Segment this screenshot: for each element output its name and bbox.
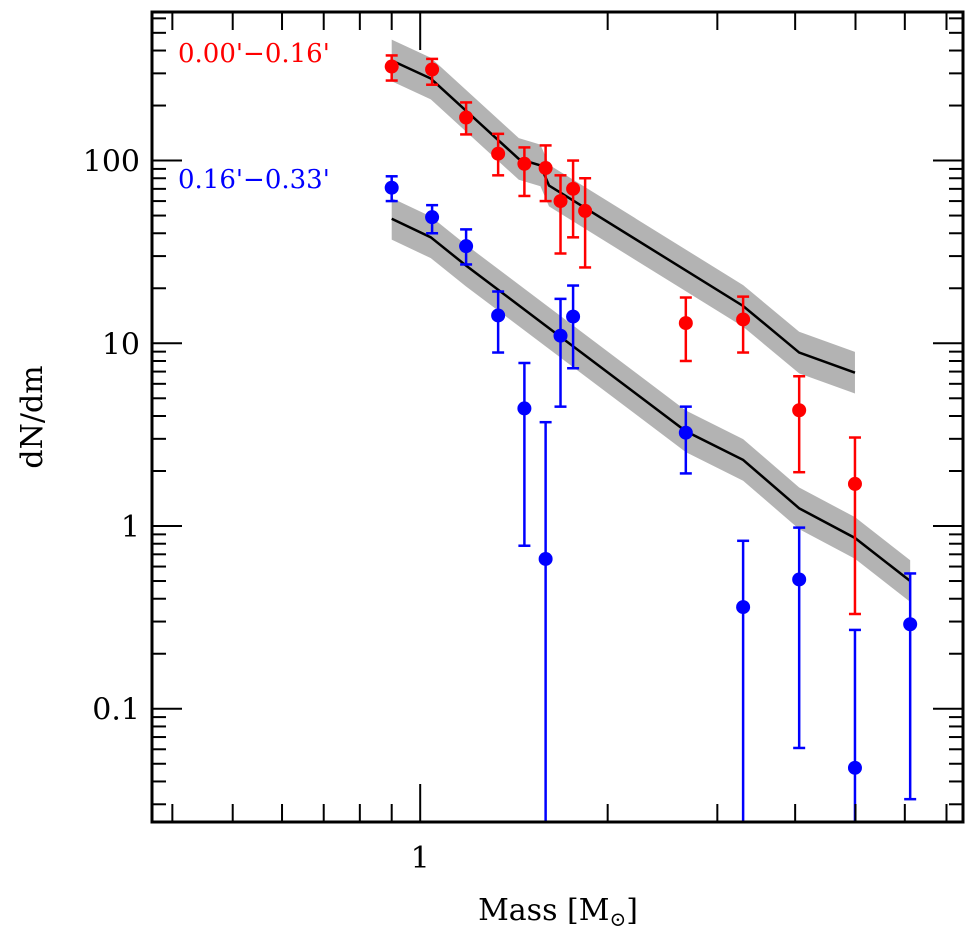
- data-point: [425, 210, 440, 225]
- data-point: [459, 239, 474, 254]
- y-tick-label: 10: [102, 327, 140, 362]
- data-point: [678, 316, 693, 331]
- data-point: [792, 572, 807, 587]
- plot-frame: [150, 10, 965, 824]
- data-point: [566, 309, 581, 324]
- tick-labels: 100 10 1 0.1 1: [83, 145, 430, 876]
- x-axis-label-sub: ⊙: [609, 907, 626, 931]
- y-tick-label: 0.1: [92, 693, 140, 728]
- model-band-1: [391, 197, 911, 602]
- y-axis-label: dN/dm: [15, 365, 50, 468]
- data-point: [538, 161, 553, 176]
- legend-series-0: 0.00'−0.16': [178, 39, 330, 69]
- data-point: [425, 62, 440, 77]
- data-point: [517, 401, 532, 416]
- model-bands: [391, 39, 911, 602]
- data-point: [517, 156, 532, 171]
- data-point: [459, 110, 474, 125]
- data-point: [491, 308, 506, 323]
- error-bars: [385, 54, 917, 822]
- data-point: [491, 146, 506, 161]
- data-point: [553, 328, 568, 343]
- data-point: [847, 476, 862, 491]
- data-point: [736, 600, 751, 615]
- y-tick-label: 100: [83, 145, 140, 180]
- data-point: [384, 180, 399, 195]
- data-point: [736, 312, 751, 327]
- data-point: [538, 551, 553, 566]
- data-point: [566, 181, 581, 196]
- data-point: [678, 425, 693, 440]
- x-axis-label: Mass [M⊙]: [478, 893, 638, 931]
- data-points: [384, 59, 918, 775]
- model-lines: [391, 59, 911, 583]
- data-point: [792, 403, 807, 418]
- x-axis-label-end: ]: [626, 893, 638, 928]
- data-point: [578, 203, 593, 218]
- data-point: [847, 760, 862, 775]
- model-band-0: [391, 39, 855, 394]
- data-point: [903, 617, 918, 632]
- axis-ticks: [152, 12, 963, 822]
- data-point: [553, 194, 568, 209]
- y-tick-label: 1: [121, 510, 140, 545]
- x-axis-label-main: Mass [M: [478, 893, 609, 928]
- x-tick-label: 1: [411, 841, 430, 876]
- data-point: [384, 59, 399, 74]
- legend-series-1: 0.16'−0.33': [178, 165, 330, 195]
